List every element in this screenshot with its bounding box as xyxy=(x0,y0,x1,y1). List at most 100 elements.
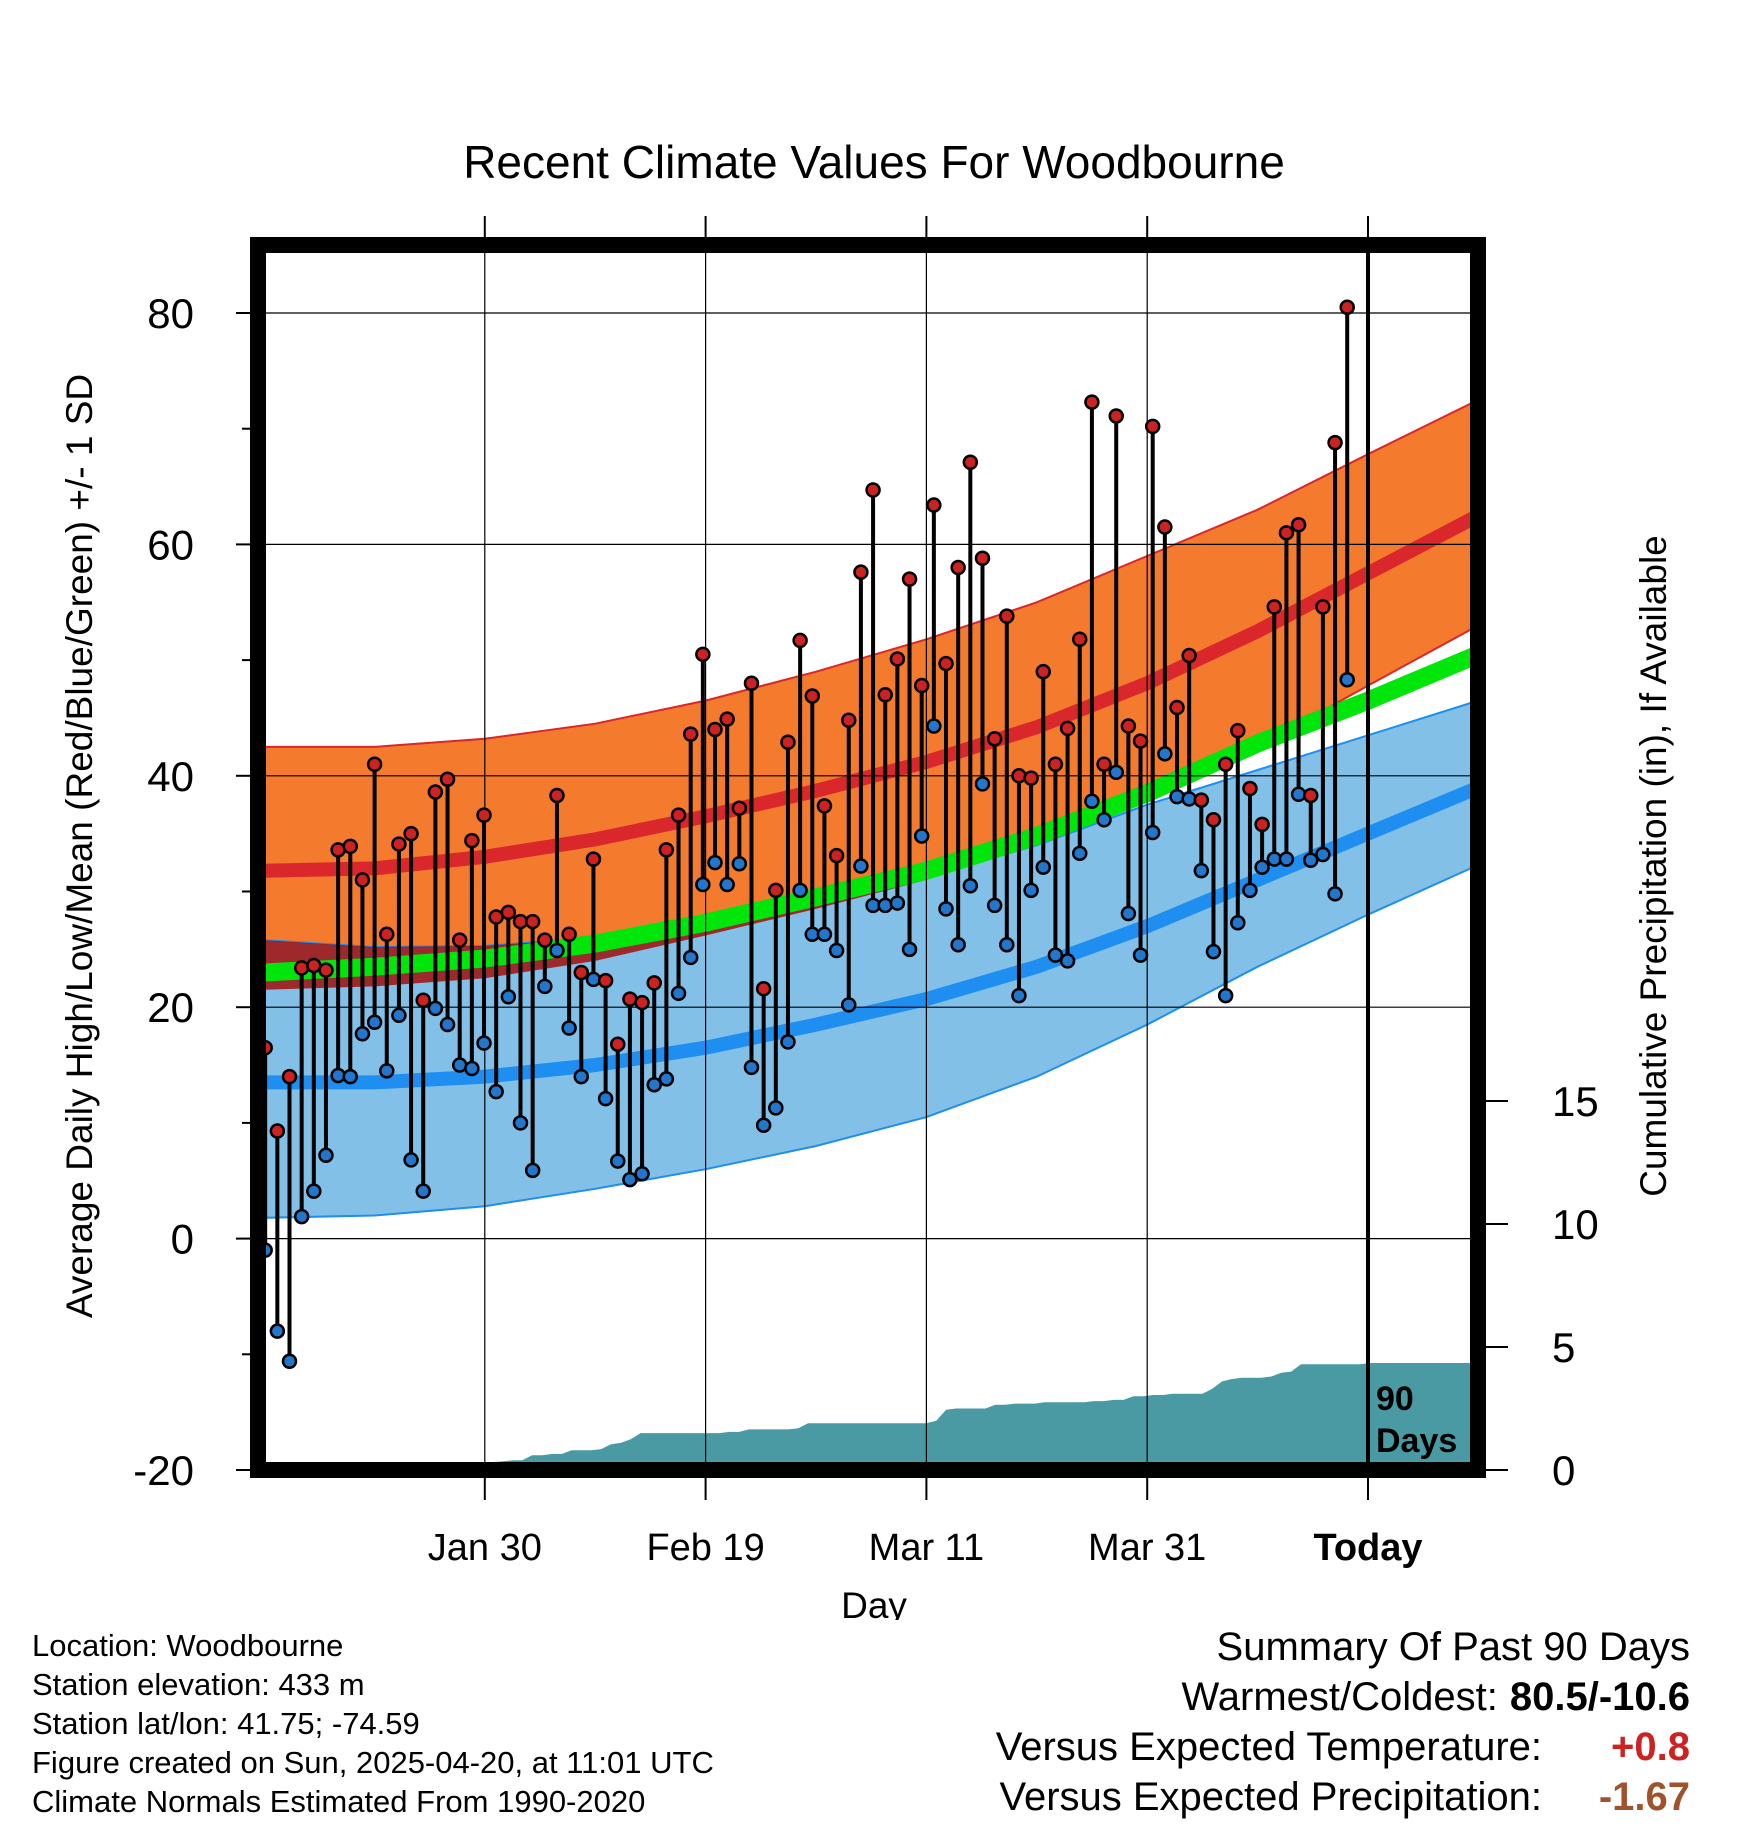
high-point xyxy=(1096,756,1112,772)
warmest-coldest-row: Warmest/Coldest: 80.5/-10.6 xyxy=(996,1672,1690,1722)
high-point xyxy=(391,836,407,852)
high-point xyxy=(804,688,821,704)
x-tick-label: Mar 31 xyxy=(1088,1527,1206,1569)
high-point xyxy=(1339,299,1355,315)
low-point xyxy=(695,876,711,893)
high-point xyxy=(427,784,444,800)
high-point xyxy=(682,726,699,742)
low-point xyxy=(561,1020,577,1036)
high-point xyxy=(451,932,468,948)
high-point xyxy=(719,711,735,727)
high-point xyxy=(1205,812,1222,828)
summary-panel: Summary Of Past 90 Days Warmest/Coldest:… xyxy=(996,1622,1690,1822)
low-point xyxy=(792,882,808,899)
low-point xyxy=(950,936,966,953)
y2-tick-label: 0 xyxy=(1552,1447,1575,1494)
low-point xyxy=(464,1060,480,1077)
high-point xyxy=(646,975,662,991)
high-point xyxy=(354,872,371,888)
high-point xyxy=(1120,718,1137,734)
low-point xyxy=(403,1152,419,1168)
temp-departure-value: +0.8 xyxy=(1611,1725,1690,1769)
high-point xyxy=(500,904,517,921)
x-tick-label: Today xyxy=(1313,1527,1422,1569)
y-tick-label: 40 xyxy=(147,753,194,800)
low-point xyxy=(974,776,991,792)
high-point xyxy=(1217,756,1234,772)
today-label-days-count: 90 xyxy=(1376,1380,1414,1418)
high-point xyxy=(889,651,906,667)
high-point xyxy=(476,807,492,823)
latlon-text: Station lat/lon: 41.75; -74.59 xyxy=(32,1706,420,1741)
low-point xyxy=(962,877,979,894)
high-point xyxy=(816,798,833,814)
low-point xyxy=(1278,851,1295,867)
high-point xyxy=(901,571,918,587)
low-point xyxy=(1242,882,1258,899)
high-point xyxy=(342,838,359,855)
climate-chart: Recent Climate Values For Woodbourne 90 D… xyxy=(59,136,1674,1620)
precip-departure-row: Versus Expected Precipitation: -1.67 xyxy=(996,1772,1690,1822)
high-point xyxy=(1157,519,1173,535)
low-point xyxy=(768,1100,784,1116)
high-point xyxy=(561,926,577,943)
low-point xyxy=(549,942,565,959)
low-point xyxy=(707,854,723,871)
low-point xyxy=(1120,905,1137,922)
high-point xyxy=(1290,516,1307,533)
high-point xyxy=(1047,756,1064,772)
high-point xyxy=(293,960,310,976)
high-point xyxy=(524,913,541,930)
high-point xyxy=(695,646,711,663)
warmest-coldest-value: 80.5/-10.6 xyxy=(1509,1675,1690,1719)
low-point xyxy=(1339,672,1355,688)
warmest-coldest-label: Warmest/Coldest: xyxy=(1181,1675,1498,1719)
low-point xyxy=(1047,947,1064,963)
low-point xyxy=(780,1034,796,1050)
created-text: Figure created on Sun, 2025-04-20, at 11… xyxy=(32,1745,714,1780)
low-point xyxy=(1193,862,1210,879)
low-point xyxy=(877,897,893,914)
x-tick-label: Mar 11 xyxy=(869,1527,984,1569)
today-label-days: Days xyxy=(1376,1422,1457,1460)
high-point xyxy=(743,675,760,691)
high-point xyxy=(549,787,565,804)
high-point xyxy=(1266,599,1283,615)
high-point xyxy=(1181,647,1197,664)
high-point xyxy=(1035,663,1052,680)
high-point xyxy=(1278,525,1295,541)
low-point xyxy=(1302,852,1319,869)
low-point xyxy=(841,997,857,1013)
high-point xyxy=(366,756,383,772)
low-point xyxy=(597,1090,614,1107)
high-point xyxy=(1315,599,1331,615)
high-point xyxy=(403,825,419,842)
low-point xyxy=(1084,793,1100,810)
low-point xyxy=(415,1183,431,1199)
low-point xyxy=(999,936,1015,953)
high-point xyxy=(974,550,991,567)
low-point xyxy=(439,1016,456,1033)
low-point xyxy=(926,718,942,734)
high-point xyxy=(731,800,748,816)
normal-low-line xyxy=(264,780,1478,1090)
high-point xyxy=(439,771,456,788)
high-point xyxy=(828,847,845,864)
low-point xyxy=(1169,788,1185,805)
plot-frame xyxy=(250,237,1486,1478)
high-point xyxy=(597,972,614,989)
high-point xyxy=(755,980,772,997)
high-point xyxy=(537,932,553,948)
high-point xyxy=(634,994,650,1011)
low-point xyxy=(1035,859,1052,875)
high-point xyxy=(573,964,590,981)
y2-tick-label: 5 xyxy=(1552,1324,1575,1371)
high-point xyxy=(1132,733,1149,749)
low-point xyxy=(1315,846,1331,863)
low-point xyxy=(354,1026,371,1042)
low-point xyxy=(634,1166,650,1182)
high-point xyxy=(1254,816,1270,833)
low-point xyxy=(379,1063,395,1079)
low-point xyxy=(828,942,845,959)
low-point xyxy=(281,1353,298,1369)
